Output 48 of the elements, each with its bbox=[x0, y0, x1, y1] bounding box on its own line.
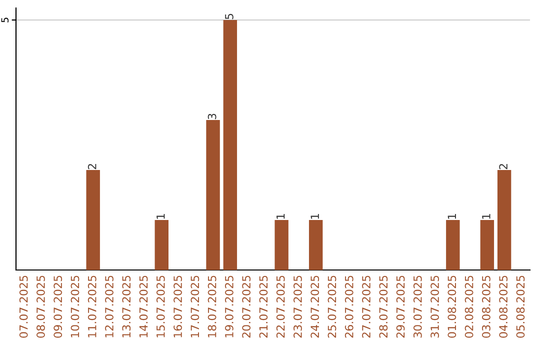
x-tick-label: 13.07.2025 bbox=[122, 276, 131, 338]
x-tick-label: 05.08.2025 bbox=[516, 276, 525, 338]
bar bbox=[480, 220, 494, 270]
x-tick-label: 02.08.2025 bbox=[464, 276, 474, 338]
x-tick-label: 14.07.2025 bbox=[139, 276, 148, 338]
x-tick-label: 17.07.2025 bbox=[190, 276, 200, 338]
bar bbox=[446, 220, 460, 270]
x-tick-label: 21.07.2025 bbox=[259, 276, 268, 338]
data-label: 1 bbox=[156, 214, 165, 219]
data-label: 1 bbox=[276, 214, 285, 219]
x-tick-label: 29.07.2025 bbox=[396, 276, 405, 338]
x-tick-label: 07.07.2025 bbox=[19, 276, 28, 338]
data-label: 3 bbox=[208, 114, 216, 120]
x-tick-label: 20.07.2025 bbox=[242, 276, 251, 338]
x-tick-label: 03.08.2025 bbox=[482, 276, 490, 338]
bar bbox=[497, 170, 512, 270]
x-tick-label: 16.07.2025 bbox=[174, 276, 182, 338]
bar bbox=[274, 220, 288, 270]
x-tick-label: 11.07.2025 bbox=[88, 276, 96, 338]
x-tick-label: 01.08.2025 bbox=[448, 276, 456, 338]
x-tick-label: 26.07.2025 bbox=[344, 276, 354, 338]
bar bbox=[206, 120, 220, 270]
x-tick-label: 23.07.2025 bbox=[294, 276, 302, 338]
x-tick-label: 19.07.2025 bbox=[224, 276, 234, 338]
x-tick-label: 27.07.2025 bbox=[362, 276, 370, 338]
bar bbox=[86, 170, 100, 270]
bar bbox=[154, 220, 168, 270]
x-tick-label: 28.07.2025 bbox=[379, 276, 388, 338]
data-label: 5 bbox=[225, 14, 234, 20]
x-tick-label: 30.07.2025 bbox=[413, 276, 422, 338]
x-tick-label: 04.08.2025 bbox=[499, 276, 508, 338]
x-tick-label: 22.07.2025 bbox=[276, 276, 285, 338]
x-tick-label: 18.07.2025 bbox=[208, 276, 216, 338]
x-tick-label: 12.07.2025 bbox=[105, 276, 114, 338]
data-label: 2 bbox=[499, 164, 508, 170]
x-tick-label: 31.07.2025 bbox=[430, 276, 439, 338]
x-tick-label: 25.07.2025 bbox=[328, 276, 336, 338]
data-label: 2 bbox=[88, 164, 96, 170]
data-label: 1 bbox=[482, 214, 490, 219]
bar bbox=[308, 220, 323, 270]
data-label: 1 bbox=[310, 214, 319, 219]
bar bbox=[223, 20, 238, 270]
x-tick-label: 09.07.2025 bbox=[54, 276, 62, 338]
data-label: 1 bbox=[448, 214, 456, 219]
x-tick-label: 08.07.2025 bbox=[36, 276, 45, 338]
x-tick-label: 10.07.2025 bbox=[70, 276, 80, 338]
x-tick-label: 24.07.2025 bbox=[310, 276, 320, 338]
x-tick-label: 15.07.2025 bbox=[156, 276, 165, 338]
